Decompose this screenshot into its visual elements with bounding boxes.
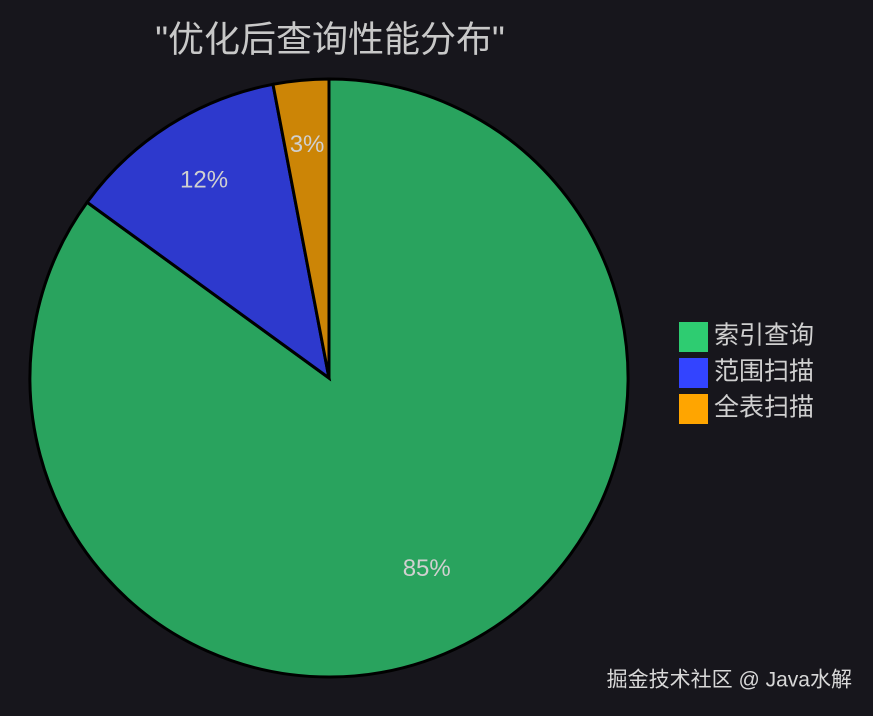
slice-label: 3%: [290, 131, 325, 158]
slice-label: 85%: [403, 555, 451, 582]
legend-label: 索引查询: [714, 322, 814, 350]
legend-label: 全表扫描: [714, 394, 814, 422]
legend-swatch: [679, 358, 708, 388]
legend-label: 范围扫描: [714, 358, 814, 386]
legend-swatch: [679, 322, 708, 352]
chart-title: "优化后查询性能分布": [155, 19, 505, 60]
pie-slice: [85, 82, 332, 382]
watermark: 掘金技术社区 @ Java水解: [607, 669, 852, 692]
legend-swatch: [679, 394, 708, 424]
slice-label: 12%: [180, 166, 228, 193]
pie-slice: [271, 77, 331, 379]
